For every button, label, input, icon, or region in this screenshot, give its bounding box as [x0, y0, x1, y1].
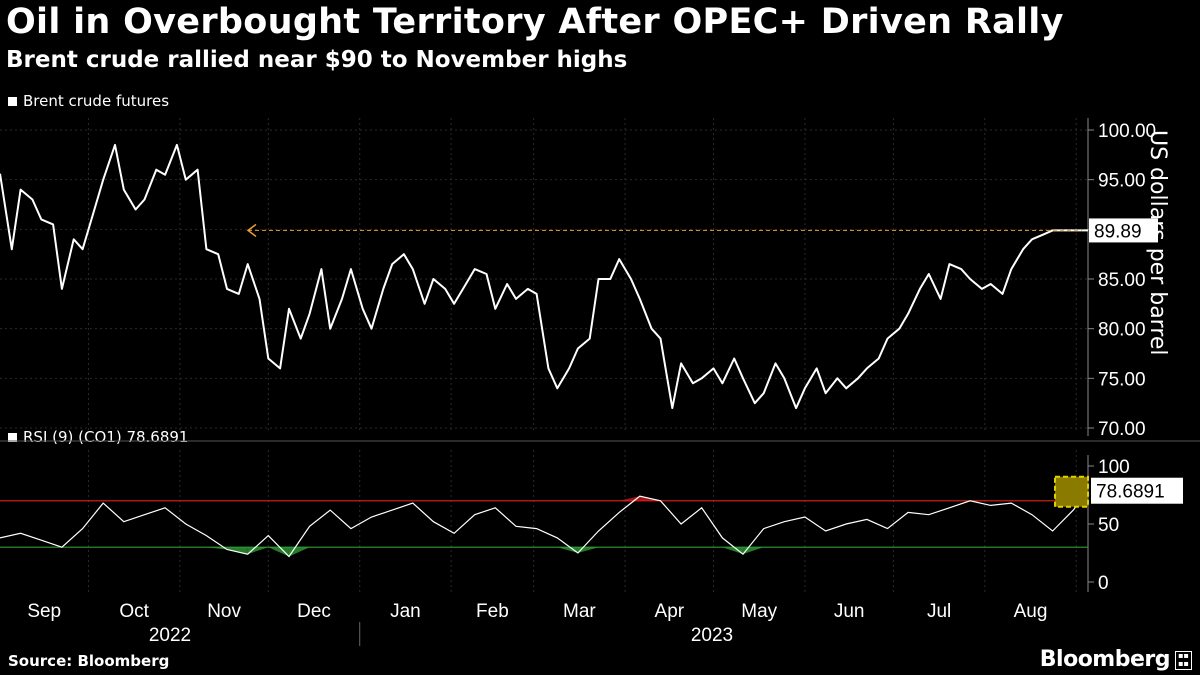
- price-y-tick-label: 75.00: [1098, 369, 1146, 390]
- rsi-y-tick-label: 50: [1098, 515, 1119, 536]
- x-month-label: Jan: [390, 601, 421, 622]
- x-month-label: Dec: [297, 601, 331, 622]
- price-legend-label: Brent crude futures: [23, 92, 170, 110]
- rsi-last-value-box: [1091, 477, 1183, 504]
- price-y-tick-label: 85.00: [1098, 270, 1146, 291]
- source-note: Source: Bloomberg: [8, 652, 170, 670]
- price-legend: Brent crude futures: [8, 92, 169, 110]
- x-month-label: Oct: [119, 601, 149, 622]
- rsi-highlight-box: [1054, 475, 1089, 508]
- price-last-value-box: [1089, 218, 1158, 243]
- reference-arrow: [246, 223, 257, 238]
- x-month-label: Mar: [563, 601, 596, 622]
- bloomberg-icon: ▪▪ ▪▪: [1175, 651, 1192, 670]
- legend-swatch: [8, 432, 17, 442]
- x-month-label: Apr: [655, 601, 685, 622]
- price-y-tick-label: 100.00: [1098, 121, 1156, 142]
- rsi-last-value-label: 78.6891: [1096, 482, 1165, 503]
- oversold-fill: [577, 547, 599, 553]
- oversold-fill: [206, 547, 228, 550]
- oversold-fill: [268, 547, 289, 557]
- x-month-label: Feb: [476, 601, 509, 622]
- chart-title: Oil in Overbought Territory After OPEC+ …: [6, 2, 1064, 42]
- price-y-tick-label: 70.00: [1098, 419, 1146, 440]
- price-last-value-label: 89.89: [1094, 221, 1142, 242]
- x-month-label: Aug: [1014, 601, 1048, 622]
- x-month-label: Sep: [27, 601, 61, 622]
- x-month-label: Jul: [927, 601, 951, 622]
- x-month-label: May: [741, 601, 777, 622]
- rsi-y-tick-label: 0: [1098, 573, 1109, 594]
- oversold-fill: [743, 547, 764, 555]
- x-year-label: 2023: [691, 625, 733, 646]
- legend-swatch: [8, 96, 17, 106]
- price-line: [0, 143, 1088, 410]
- x-month-label: Nov: [207, 601, 241, 622]
- oversold-fill: [722, 547, 744, 555]
- rsi-line: [0, 490, 1089, 558]
- price-y-tick-label: 95.00: [1098, 171, 1146, 192]
- price-y-tick-label: 80.00: [1098, 320, 1146, 341]
- x-year-label: 2022: [149, 625, 191, 646]
- bloomberg-logo: Bloomberg: [1039, 647, 1171, 672]
- chart-subtitle: Brent crude rallied near $90 to November…: [6, 47, 628, 73]
- rsi-y-tick-label: 100: [1098, 457, 1130, 478]
- x-month-label: Jun: [834, 601, 865, 622]
